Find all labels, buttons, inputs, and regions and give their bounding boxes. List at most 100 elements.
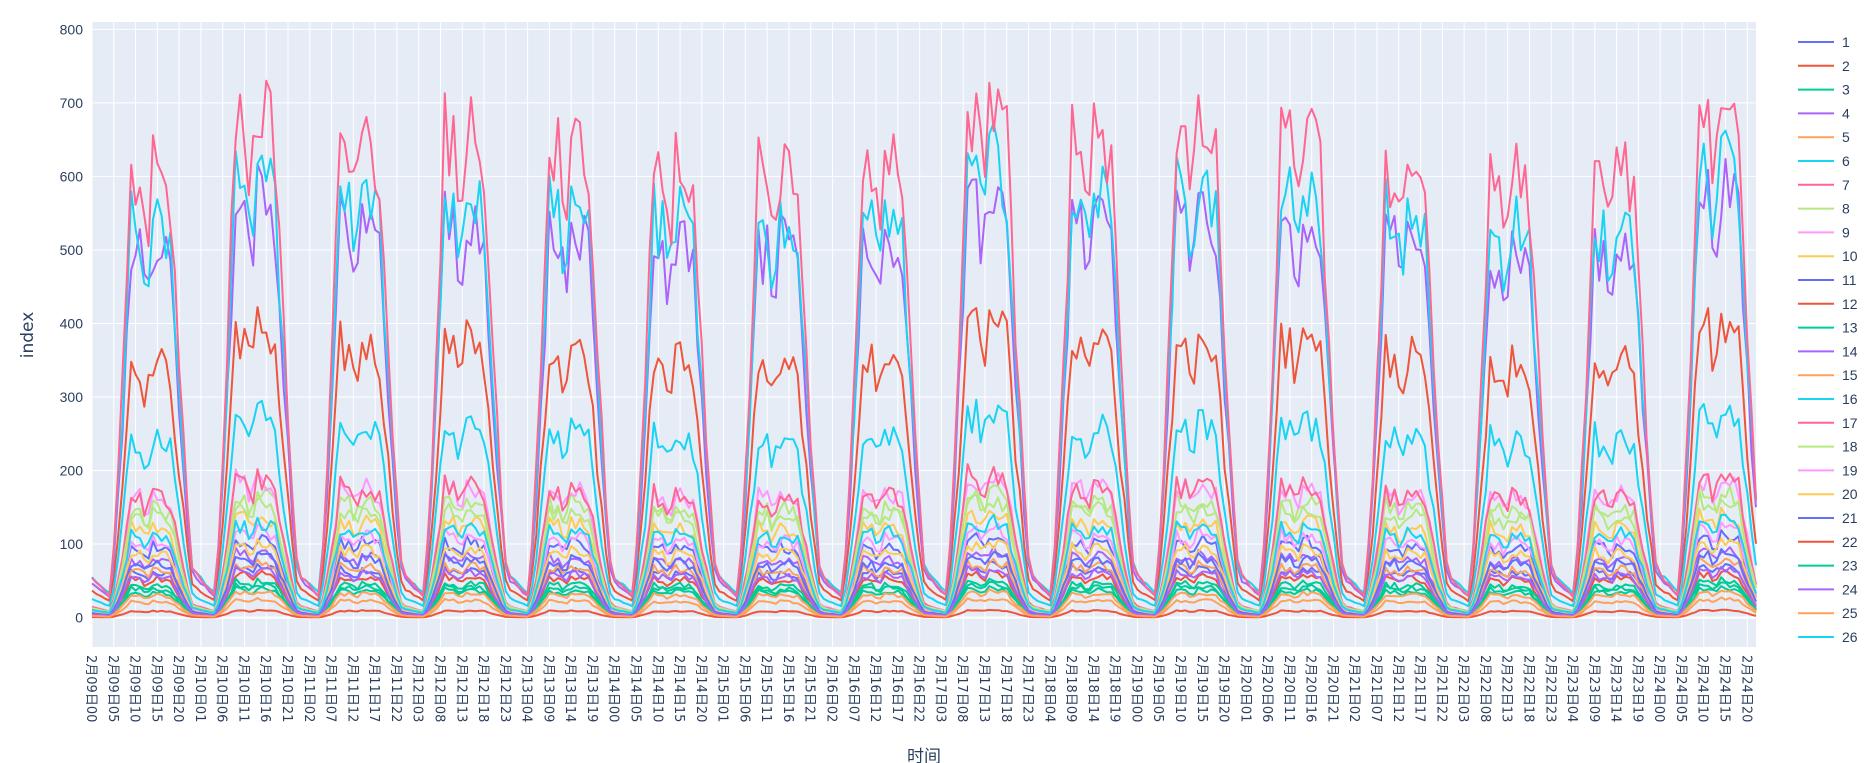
series-line-25 [91,588,1757,618]
legend-label: 4 [1842,105,1850,121]
legend-label: 26 [1842,629,1858,645]
legend-label: 10 [1842,248,1858,264]
legend-item-7[interactable]: 7 [1798,177,1850,193]
legend-item-8[interactable]: 8 [1798,201,1850,217]
legend-label: 19 [1842,462,1858,478]
x-tick-label: 2月21日22 [1433,655,1448,722]
x-tick-label: 2月10日11 [235,655,250,722]
legend[interactable]: 1234567891011121314151617181920212223242… [1798,34,1858,645]
legend-label: 14 [1842,343,1858,359]
legend-item-12[interactable]: 12 [1798,296,1858,312]
legend-label: 20 [1842,486,1858,502]
x-tick-label: 2月18日14 [1085,655,1100,722]
legend-item-17[interactable]: 17 [1798,415,1858,431]
x-tick-label: 2月16日07 [845,655,860,722]
legend-item-6[interactable]: 6 [1798,153,1850,169]
legend-item-13[interactable]: 13 [1798,320,1858,336]
legend-item-3[interactable]: 3 [1798,82,1850,98]
x-tick-label: 2月24日00 [1651,655,1666,722]
y-tick-label: 700 [60,95,84,111]
legend-item-23[interactable]: 23 [1798,558,1858,574]
x-tick-label: 2月09日00 [83,655,98,722]
legend-label: 8 [1842,201,1850,217]
x-tick-label: 2月11日02 [301,655,316,722]
y-tick-label: 100 [60,536,84,552]
legend-item-11[interactable]: 11 [1798,272,1857,288]
legend-item-20[interactable]: 20 [1798,486,1858,502]
x-tick-label: 2月13日09 [540,655,555,722]
x-tick-label: 2月17日18 [998,655,1013,722]
legend-item-18[interactable]: 18 [1798,439,1858,455]
x-tick-label: 2月11日22 [388,655,403,722]
x-tick-label: 2月19日20 [1216,655,1231,722]
legend-item-19[interactable]: 19 [1798,462,1858,478]
legend-item-25[interactable]: 25 [1798,605,1858,621]
legend-item-21[interactable]: 21 [1798,510,1858,526]
legend-label: 16 [1842,391,1858,407]
x-tick-label: 2月20日01 [1237,655,1252,722]
x-tick-label: 2月19日00 [1128,655,1143,722]
x-tick-label: 2月11日07 [323,655,338,722]
x-tick-label: 2月09日05 [105,655,120,722]
series-line-21 [91,548,1757,617]
x-tick-label: 2月23日19 [1629,655,1644,722]
series-line-16 [91,398,1757,608]
x-tick-label: 2月13日04 [519,655,534,722]
legend-item-26[interactable]: 26 [1798,629,1858,645]
legend-label: 13 [1842,320,1858,336]
x-tick-label: 2月09日10 [127,655,142,722]
x-tick-label: 2月14日00 [606,655,621,722]
legend-item-16[interactable]: 16 [1798,391,1858,407]
legend-label: 21 [1842,510,1858,526]
x-tick-label: 2月11日17 [366,655,381,722]
x-tick-label: 2月23日09 [1586,655,1601,722]
y-tick-label: 0 [75,610,83,626]
legend-item-14[interactable]: 14 [1798,343,1858,359]
x-tick-label: 2月12日18 [475,655,490,722]
series-line-2 [91,306,1757,603]
x-tick-label: 2月22日23 [1542,655,1557,722]
x-tick-label: 2月15日16 [780,655,795,722]
x-tick-label: 2月17日23 [1020,655,1035,722]
legend-item-5[interactable]: 5 [1798,129,1850,145]
x-tick-label: 2月14日10 [649,655,664,722]
x-tick-label: 2月19日05 [1150,655,1165,722]
x-tick-label: 2月21日07 [1368,655,1383,722]
legend-item-22[interactable]: 22 [1798,534,1858,550]
legend-item-4[interactable]: 4 [1798,105,1850,121]
x-tick-label: 2月24日15 [1717,655,1732,722]
x-tick-label: 2月14日15 [671,655,686,722]
x-tick-label: 2月20日06 [1259,655,1274,722]
x-axis-title: 时间 [907,747,941,763]
legend-label: 7 [1842,177,1850,193]
legend-item-15[interactable]: 15 [1798,367,1858,383]
x-tick-label: 2月09日20 [170,655,185,722]
x-tick-label: 2月18日09 [1063,655,1078,722]
x-tick-label: 2月22日13 [1499,655,1514,722]
x-tick-label: 2月22日08 [1477,655,1492,722]
y-tick-label: 400 [60,315,84,331]
x-tick-label: 2月24日05 [1673,655,1688,722]
legend-item-9[interactable]: 9 [1798,224,1850,240]
series-line-26 [91,513,1757,615]
y-tick-label: 500 [60,242,84,258]
legend-item-10[interactable]: 10 [1798,248,1858,264]
y-tick-label: 200 [60,463,84,479]
x-tick-label: 2月21日02 [1346,655,1361,722]
legend-label: 17 [1842,415,1858,431]
x-tick-label: 2月22日18 [1520,655,1535,722]
x-tick-label: 2月14日05 [628,655,643,722]
legend-label: 23 [1842,558,1858,574]
legend-item-2[interactable]: 2 [1798,58,1850,74]
legend-item-24[interactable]: 24 [1798,581,1858,597]
x-tick-label: 2月16日22 [911,655,926,722]
x-tick-label: 2月13日19 [584,655,599,722]
x-tick-label: 2月12日08 [431,655,446,722]
x-tick-label: 2月19日10 [1172,655,1187,722]
x-tick-labels: 2月09日00 2月09日05 2月09日10 2月09日15 2月09日20 2月10日… [83,655,1753,722]
legend-item-1[interactable]: 1 [1798,34,1850,50]
legend-label: 9 [1842,224,1850,240]
legend-label: 25 [1842,605,1858,621]
x-tick-label: 2月15日01 [715,655,730,722]
series-line-24 [91,564,1757,617]
